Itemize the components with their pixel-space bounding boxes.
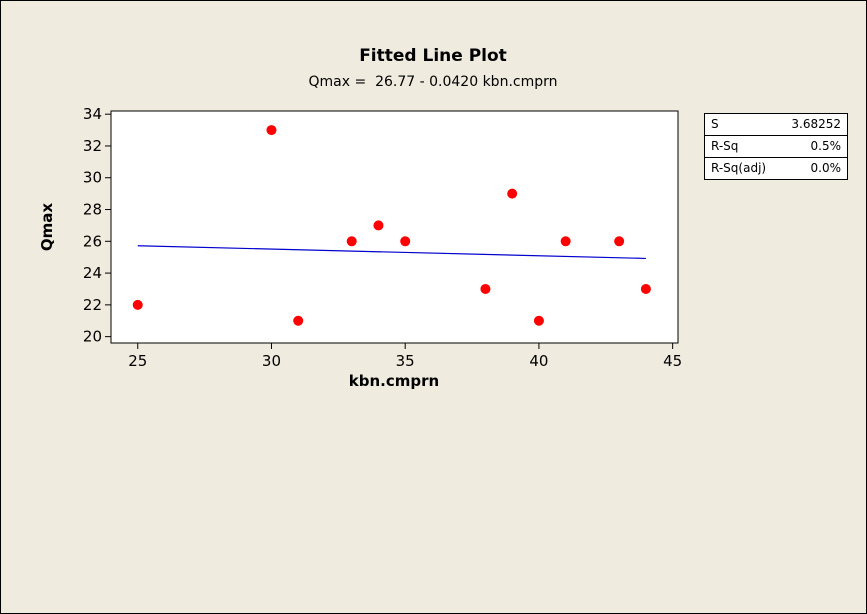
regression-stats-table: S 3.68252 R-Sq 0.5% R-Sq(adj) 0.0%: [704, 113, 848, 180]
stats-value: 0.5%: [779, 135, 848, 158]
x-tick-label: 35: [396, 352, 415, 370]
x-tick-label: 40: [529, 352, 548, 370]
x-tick-label: 30: [262, 352, 281, 370]
data-point: [400, 236, 411, 247]
x-tick-label: 25: [128, 352, 147, 370]
data-point: [373, 220, 384, 231]
data-point: [533, 315, 544, 326]
y-tick-label: 32: [83, 137, 102, 155]
y-tick-label: 26: [83, 232, 102, 250]
data-point: [614, 236, 625, 247]
data-point: [346, 236, 357, 247]
y-tick-label: 24: [83, 264, 102, 282]
stats-label: R-Sq(adj): [704, 157, 779, 180]
y-tick-label: 20: [83, 328, 102, 346]
chart-title: Fitted Line Plot: [359, 46, 507, 66]
data-point: [640, 283, 651, 294]
stats-row-r-sq-adj: R-Sq(adj) 0.0%: [704, 157, 848, 180]
y-tick-label: 22: [83, 296, 102, 314]
fitted-line-series: [137, 245, 646, 260]
chart-subtitle: Qmax = 26.77 - 0.0420 kbn.cmprn: [309, 74, 558, 90]
data-point: [132, 299, 143, 310]
stats-row-r-sq: R-Sq 0.5%: [704, 135, 848, 158]
stats-label: R-Sq: [704, 135, 779, 158]
scatter-series: [132, 125, 651, 326]
stats-value: 3.68252: [779, 113, 848, 136]
plot-area: [110, 110, 679, 344]
x-tick-label: 45: [663, 352, 682, 370]
y-tick-label: 28: [83, 201, 102, 219]
stats-value: 0.0%: [779, 157, 848, 180]
x-axis-label: kbn.cmprn: [349, 372, 439, 390]
y-axis: 20 22 24 26 28 30 32 34: [83, 105, 111, 346]
y-tick-label: 30: [83, 169, 102, 187]
y-axis-label: Qmax: [38, 203, 56, 252]
fitted-line: [137, 245, 646, 260]
data-point: [266, 125, 277, 136]
data-point: [480, 283, 491, 294]
data-point: [293, 315, 304, 326]
stats-label: S: [704, 113, 779, 136]
x-axis: 25 30 35 40 45: [128, 343, 682, 370]
y-tick-label: 34: [83, 105, 102, 123]
stats-row-s: S 3.68252: [704, 113, 848, 136]
data-point: [560, 236, 571, 247]
data-point: [507, 188, 518, 199]
